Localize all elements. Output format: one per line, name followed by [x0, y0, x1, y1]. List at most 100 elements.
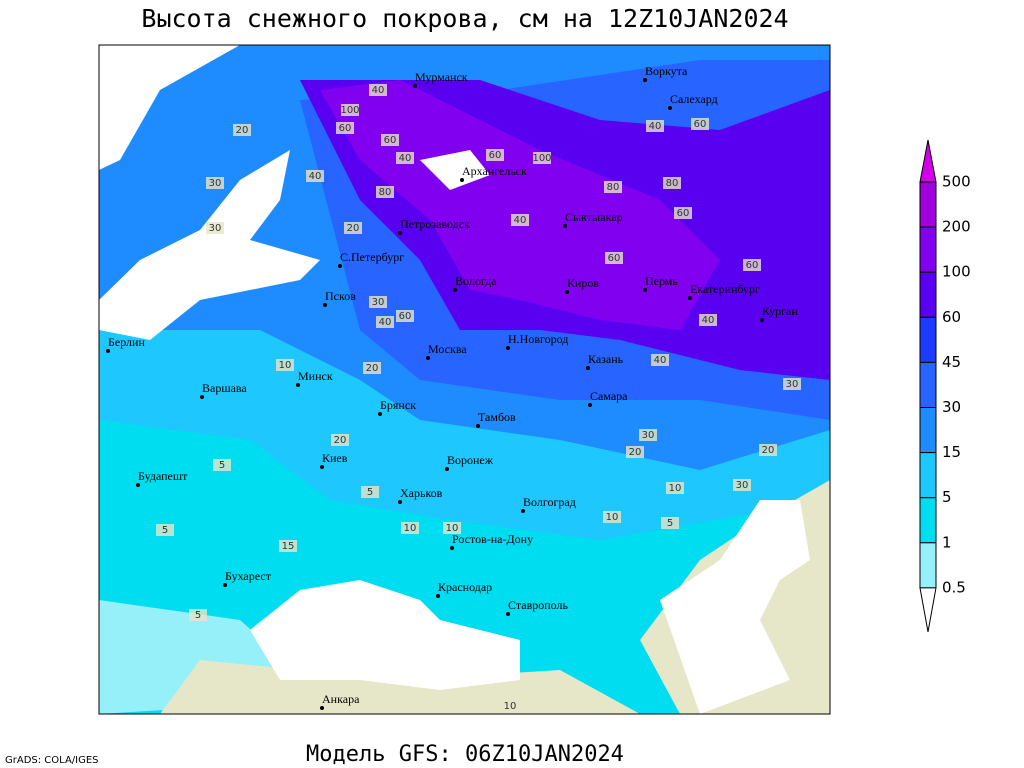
colorbar-band [919, 181, 937, 228]
contour-label: 30 [642, 430, 655, 441]
contour-label: 80 [666, 178, 679, 189]
contour-label-box [501, 700, 519, 712]
city-dot [688, 296, 692, 300]
city-dot [588, 403, 592, 407]
contour-label-box [156, 524, 174, 536]
city-dot [506, 612, 510, 616]
contour-label: 20 [762, 445, 775, 456]
contour-label-box [276, 359, 294, 371]
city-dot [436, 594, 440, 598]
contour-label-box [651, 354, 669, 366]
city-dot [565, 290, 569, 294]
contour-label-box [279, 540, 297, 552]
city-label: Волгоград [523, 495, 576, 509]
colorbar-label: 5 [942, 488, 952, 506]
city-dot [398, 231, 402, 235]
city-dot [563, 224, 567, 228]
contour-label: 40 [372, 85, 385, 96]
city-dot [320, 706, 324, 710]
contour-label: 40 [379, 317, 392, 328]
city-label: Псков [325, 289, 356, 303]
city-label: Н.Новгород [508, 332, 568, 346]
colorbar-band [919, 316, 937, 363]
contour-label-box [443, 522, 461, 534]
contour-label-box [306, 170, 324, 182]
city-dot [296, 383, 300, 387]
contour-label-box [661, 517, 679, 529]
contour-label-box [206, 222, 224, 234]
credit: GrADS: COLA/IGES [5, 755, 99, 766]
city-label: Варшава [202, 381, 247, 395]
contour-label: 10 [446, 523, 459, 534]
city-dot [460, 178, 464, 182]
title: Высота снежного покрова, см на 12Z10JAN2… [141, 4, 788, 33]
colorbar-label: 0.5 [942, 578, 966, 596]
contour-label: 20 [334, 435, 347, 446]
contour-label: 60 [694, 119, 707, 130]
contour-label: 5 [162, 525, 168, 536]
city-label: Берлин [108, 335, 145, 349]
colorbar-band [919, 271, 937, 318]
contour-label-box [699, 314, 717, 326]
contour-label-box [603, 511, 621, 523]
city-label: Москва [428, 342, 467, 356]
contour-label-box [189, 609, 207, 621]
city-label: Харьков [400, 486, 443, 500]
city-label: Ставрополь [508, 598, 568, 612]
colorbar-band [919, 361, 937, 408]
city-label: Киров [567, 276, 599, 290]
colorbar-cap [919, 139, 937, 183]
city-dot [338, 264, 342, 268]
city-label: Мурманск [415, 70, 468, 84]
contour-label: 40 [399, 153, 412, 164]
colorbar-cap [919, 587, 937, 632]
contour-label: 20 [347, 223, 360, 234]
contour-label-box [646, 120, 664, 132]
city-label: Самара [590, 389, 628, 403]
city-label: Екатеринбург [690, 282, 760, 296]
city-label: Краснодар [438, 580, 492, 594]
city-label: Тамбов [478, 410, 516, 424]
contour-label-box [743, 259, 761, 271]
contour-label-box [626, 446, 644, 458]
colorbar-label: 100 [942, 263, 971, 281]
colorbar-label: 15 [942, 443, 961, 461]
contour-label-box [396, 310, 414, 322]
city-dot [453, 288, 457, 292]
contour-label-box [376, 316, 394, 328]
contour-label-box [605, 252, 623, 264]
city-dot [643, 288, 647, 292]
contour-label: 60 [384, 135, 397, 146]
city-label: Архангельск [462, 164, 527, 178]
contour-label-box [533, 152, 551, 164]
city-dot [426, 356, 430, 360]
city-label: Киев [322, 451, 348, 465]
contour-label-box [344, 222, 362, 234]
city-label: Воронеж [447, 453, 494, 467]
contour-label: 5 [367, 487, 373, 498]
contour-label-box [361, 486, 379, 498]
city-label: Ростов-на-Дону [452, 532, 533, 546]
colorbar-band [919, 497, 937, 544]
colorbar-label: 1 [942, 533, 952, 551]
contour-label: 40 [654, 355, 667, 366]
colorbar-label: 200 [942, 218, 971, 236]
contour-label-box [233, 124, 251, 136]
colorbar-label: 60 [942, 308, 961, 326]
contour-label: 40 [649, 121, 662, 132]
city-dot [668, 106, 672, 110]
city-dot [106, 349, 110, 353]
contour-label-box [486, 149, 504, 161]
contour-label: 40 [514, 215, 527, 226]
contour-label: 100 [532, 153, 551, 164]
city-label: Курган [762, 304, 798, 318]
contour-label-box [376, 186, 394, 198]
contour-label-box [206, 177, 224, 189]
contour-label-box [341, 104, 359, 116]
contour-label-box [369, 84, 387, 96]
contour-label: 10 [669, 483, 682, 494]
contour-label-box [663, 177, 681, 189]
colorbar-label: 30 [942, 398, 961, 416]
contour-label: 60 [339, 123, 352, 134]
